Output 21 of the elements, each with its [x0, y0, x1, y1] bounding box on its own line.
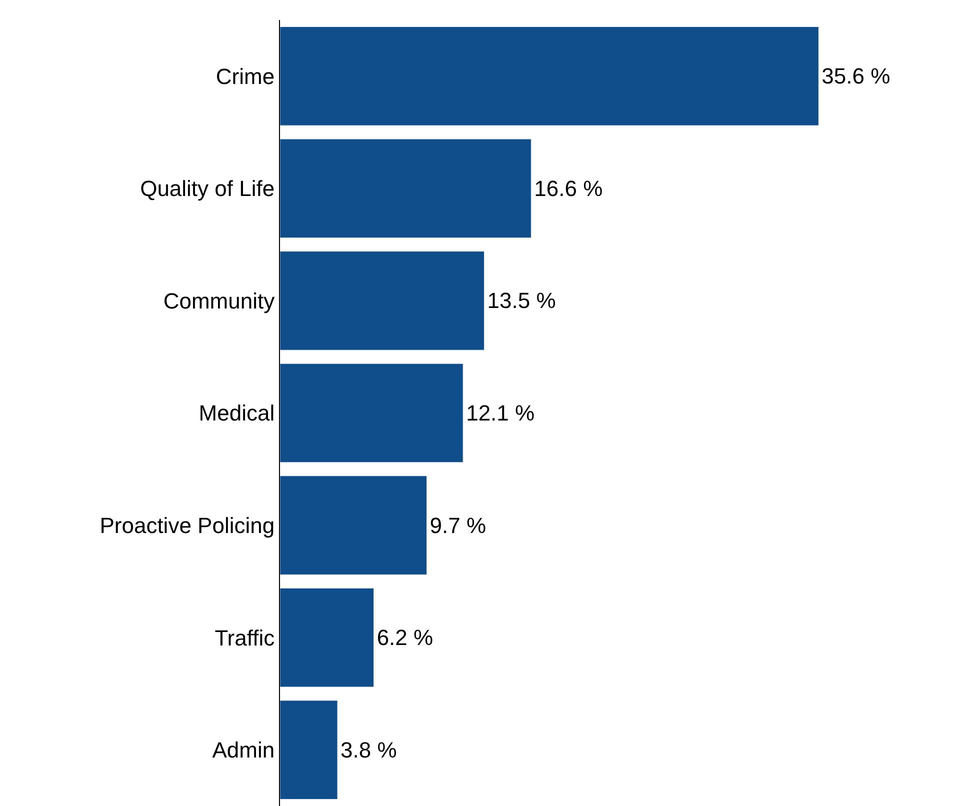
data-label: 16.6 % — [534, 176, 603, 201]
bar — [280, 476, 428, 575]
y-tick-label: Traffic — [214, 625, 275, 650]
bar — [280, 363, 464, 463]
y-tick-label: Crime — [216, 64, 275, 89]
bar — [280, 588, 374, 688]
bar — [280, 26, 819, 126]
bar — [280, 251, 485, 350]
y-tick-label: Community — [163, 288, 275, 314]
y-tick-label: Proactive Policing — [100, 512, 275, 538]
data-label: 12.1 % — [466, 400, 535, 426]
y-tick-label: Quality of Life — [140, 176, 275, 202]
data-label: 6.2 % — [376, 625, 434, 650]
data-label: 35.6 % — [822, 64, 890, 89]
data-label: 13.5 % — [487, 288, 556, 314]
y-tick-label: Admin — [212, 738, 275, 763]
data-label: 3.8 % — [340, 737, 397, 762]
bar — [280, 138, 532, 238]
y-tick-label: Medical — [198, 400, 275, 426]
bar — [280, 700, 338, 800]
data-label: 9.7 % — [430, 512, 486, 538]
